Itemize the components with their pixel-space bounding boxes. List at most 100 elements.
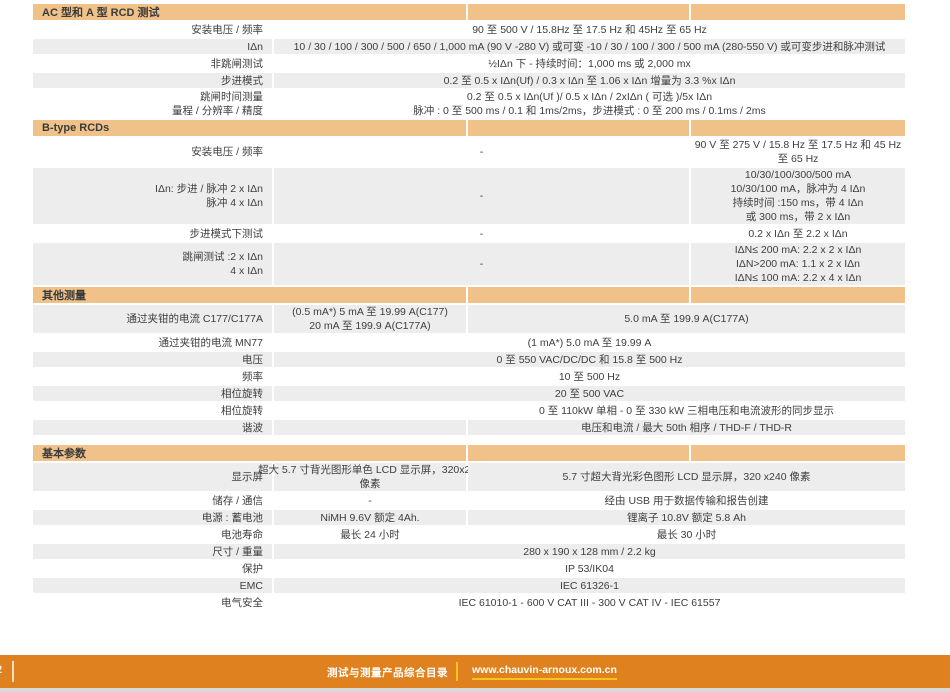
spec-value [274, 403, 466, 418]
spec-row: 电池寿命 最长 24 小时 最长 30 小时 [33, 527, 905, 542]
spec-value: 90 至 500 V / 15.8Hz 至 17.5 Hz 和 45Hz 至 6… [472, 23, 707, 36]
section-header-segment [468, 120, 689, 136]
spec-row: 显示屏 超大 5.7 寸背光图形单色 LCD 显示屏，320x240 像素 5.… [33, 463, 905, 491]
row-label: 储存 / 通信 [212, 494, 263, 507]
section-title: 基本参数 [42, 448, 86, 460]
spec-row: EMC IEC 61326-1 [33, 578, 905, 593]
spec-value: - [274, 168, 689, 224]
section-header-segment: 基本参数 [33, 445, 466, 461]
footer-accent-line [12, 661, 14, 682]
row-label: 保护 [242, 562, 263, 575]
section-title: AC 型和 A 型 RCD 测试 [42, 7, 160, 19]
spec-value: 280 x 190 x 128 mm / 2.2 kg [274, 544, 905, 559]
spec-row: 尺寸 / 重量 280 x 190 x 128 mm / 2.2 kg [33, 544, 905, 559]
spec-value: 10/30/100/300/500 mA 10/30/100 mA，脉冲为 4 … [691, 168, 905, 224]
spec-row: 跳闸测试 :2 x IΔn 4 x IΔn - IΔN≤ 200 mA: 2.2… [33, 243, 905, 285]
spec-value: 超大 5.7 寸背光图形单色 LCD 显示屏，320x240 像素 [258, 463, 482, 491]
row-label: 步进模式 [33, 73, 272, 88]
spec-row: 相位旋转 20 至 500 VAC [33, 386, 905, 401]
spec-value: 0.2 至 0.5 x IΔn(Uf) / 0.3 x IΔn 至 1.06 x… [274, 73, 905, 88]
spec-row: 相位旋转 0 至 110kW 单相 - 0 至 330 kW 三相电压和电流波形… [33, 403, 905, 418]
spec-row: 安装电压 / 频率 - 90 V 至 275 V / 15.8 Hz 至 17.… [33, 138, 905, 166]
footer: 2 测试与测量产品综合目录 www.chauvin-arnoux.com.cn [0, 655, 950, 688]
section-header: 其他测量 [33, 287, 905, 303]
section-header-segment: 其他测量 [33, 287, 466, 303]
spec-value: 经由 USB 用于数据传输和报告创建 [604, 494, 769, 507]
row-label: EMC [33, 578, 272, 593]
spec-value: - [479, 227, 484, 240]
section-header-segment [468, 287, 689, 303]
row-label: 非跳闸测试 [210, 57, 264, 70]
footer-divider-line [456, 662, 458, 681]
spec-value: 锂离子 10.8V 额定 5.8 Ah [468, 510, 905, 525]
spec-value: - [479, 146, 484, 158]
row-label: 安装电压 / 频率 [191, 146, 263, 158]
row-label: IΔn: 步进 / 脉冲 2 x IΔn 脉冲 4 x IΔn [33, 168, 272, 224]
spec-value [274, 420, 466, 435]
spec-value: 0.2 至 0.5 x IΔn(Uf )/ 0.5 x IΔn / 2xIΔn … [413, 91, 766, 117]
section-header-segment [468, 4, 689, 20]
row-label: 相位旋转 [33, 386, 272, 401]
section-title: 其他测量 [42, 290, 86, 302]
row-label: 电池寿命 [221, 528, 263, 541]
row-label: 尺寸 / 重量 [33, 544, 272, 559]
section-header: AC 型和 A 型 RCD 测试 [33, 4, 905, 20]
spec-value: IEC 61326-1 [274, 578, 905, 593]
spec-value: 5.0 mA 至 199.9 A(C177A) [468, 305, 905, 333]
row-label: 跳闸时间测量 量程 / 分辨率 / 精度 [171, 91, 263, 117]
spec-row: IΔn: 步进 / 脉冲 2 x IΔn 脉冲 4 x IΔn - 10/30/… [33, 168, 905, 224]
row-label: 通过夹钳的电流 C177/C177A [33, 305, 272, 333]
row-label: 通过夹钳的电流 MN77 [158, 336, 263, 349]
row-label: 显示屏 [33, 463, 272, 491]
section-b-type-rcds: B-type RCDs 安装电压 / 频率 - 90 V 至 275 V / 1… [33, 120, 905, 285]
spec-value: 10 至 500 Hz [558, 370, 621, 383]
row-label: 电压 [33, 352, 272, 367]
row-label: 频率 [242, 370, 263, 383]
website-link[interactable]: www.chauvin-arnoux.com.cn [472, 664, 617, 680]
spec-value: 0.2 x IΔn 至 2.2 x IΔn [748, 227, 848, 240]
section-other-measurements: 其他测量 通过夹钳的电流 C177/C177A (0.5 mA*) 5 mA 至… [33, 287, 905, 435]
spec-value: 90 V 至 275 V / 15.8 Hz 至 17.5 Hz 和 45 Hz… [694, 139, 902, 165]
section-header-segment [691, 4, 905, 20]
section-basic-parameters: 基本参数 显示屏 超大 5.7 寸背光图形单色 LCD 显示屏，320x240 … [33, 445, 905, 610]
section-header-segment: B-type RCDs [33, 120, 466, 136]
spec-row: 谐波 电压和电流 / 最大 50th 相序 / THD-F / THD-R [33, 420, 905, 435]
bottom-strip [0, 688, 950, 692]
spec-value: 最长 24 小时 [340, 528, 400, 541]
spec-row: 频率 10 至 500 Hz [33, 369, 905, 384]
spec-value: (1 mA*) 5.0 mA 至 19.99 A [527, 336, 652, 349]
section-header: B-type RCDs [33, 120, 905, 136]
spec-row: 储存 / 通信 - 经由 USB 用于数据传输和报告创建 [33, 493, 905, 508]
spec-value: 5.7 寸超大背光彩色图形 LCD 显示屏，320 x240 像素 [468, 463, 905, 491]
spec-table: AC 型和 A 型 RCD 测试 安装电压 / 频率 90 至 500 V / … [33, 4, 905, 612]
section-header: 基本参数 [33, 445, 905, 461]
section-title: B-type RCDs [42, 122, 110, 134]
spec-value: IP 53/IK04 [565, 562, 614, 575]
spec-value: 0 至 110kW 单相 - 0 至 330 kW 三相电压和电流波形的同步显示 [538, 404, 834, 417]
section-header-segment: AC 型和 A 型 RCD 测试 [33, 4, 466, 20]
row-label: 相位旋转 [221, 404, 263, 417]
spec-row: 步进模式下测试 - 0.2 x IΔn 至 2.2 x IΔn [33, 226, 905, 241]
row-label: 电气安全 [221, 596, 263, 609]
section-header-segment [691, 287, 905, 303]
row-label: 电源 : 蓄电池 [33, 510, 272, 525]
catalog-title: 测试与测量产品综合目录 [327, 667, 448, 679]
spec-row: 步进模式 0.2 至 0.5 x IΔn(Uf) / 0.3 x IΔn 至 1… [33, 73, 905, 88]
spec-row: 保护 IP 53/IK04 [33, 561, 905, 576]
spec-row: IΔn 10 / 30 / 100 / 300 / 500 / 650 / 1,… [33, 39, 905, 54]
row-label: IΔn [33, 39, 272, 54]
spec-value: 最长 30 小时 [656, 528, 717, 541]
spec-row: 非跳闸测试 ½IΔn 下 - 持续时间：1,000 ms 或 2,000 mx [33, 56, 905, 71]
spec-row: 安装电压 / 频率 90 至 500 V / 15.8Hz 至 17.5 Hz … [33, 22, 905, 37]
spec-value: 20 至 500 VAC [274, 386, 905, 401]
spec-value: IΔN≤ 200 mA: 2.2 x 2 x IΔn IΔN>200 mA: 1… [691, 243, 905, 285]
spec-row: 电源 : 蓄电池 NiMH 9.6V 额定 4Ah. 锂离子 10.8V 额定 … [33, 510, 905, 525]
section-header-segment [691, 120, 905, 136]
spec-row: 电压 0 至 550 VAC/DC/DC 和 15.8 至 500 Hz [33, 352, 905, 367]
spec-value: 0 至 550 VAC/DC/DC 和 15.8 至 500 Hz [274, 352, 905, 367]
spec-value: IEC 61010-1 - 600 V CAT III - 300 V CAT … [458, 596, 721, 609]
spec-value: NiMH 9.6V 额定 4Ah. [274, 510, 466, 525]
page-number-fragment: 2 [0, 664, 2, 676]
row-label: 跳闸测试 :2 x IΔn 4 x IΔn [33, 243, 272, 285]
spec-value: (0.5 mA*) 5 mA 至 19.99 A(C177) 20 mA 至 1… [274, 305, 466, 333]
